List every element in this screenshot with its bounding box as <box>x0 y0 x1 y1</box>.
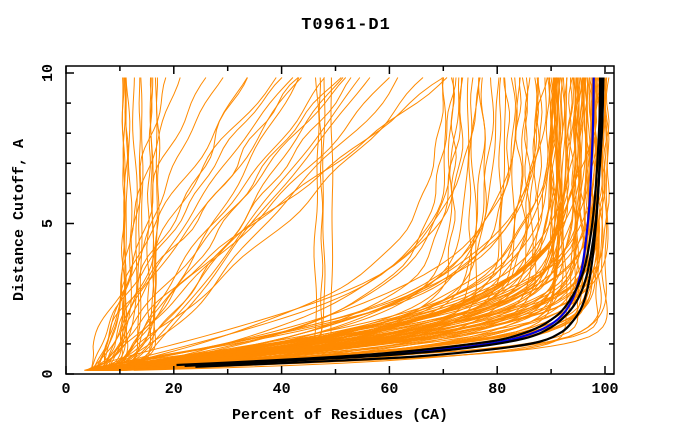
y-axis-label: Distance Cutoff, A <box>11 139 28 301</box>
model-curve <box>99 77 390 371</box>
model-curve <box>107 77 445 371</box>
model-curve <box>97 77 521 371</box>
model-curve <box>110 77 587 371</box>
model-curve <box>123 77 334 371</box>
x-tick-label: 20 <box>165 381 183 398</box>
model-curve <box>105 77 144 371</box>
model-curve <box>93 77 599 371</box>
y-tick-labels: 0 5 10 <box>40 64 57 379</box>
model-curve <box>97 77 585 371</box>
model-curve <box>111 77 481 371</box>
model-curve <box>101 77 155 371</box>
model-curve <box>119 77 342 371</box>
x-tick-label: 80 <box>488 381 506 398</box>
x-axis-label: Percent of Residues (CA) <box>232 407 448 424</box>
x-tick-label: 0 <box>61 381 70 398</box>
model-curve <box>116 77 444 371</box>
model-curve <box>99 77 608 371</box>
y-tick-label: 0 <box>40 369 57 378</box>
model-curve <box>112 77 424 371</box>
model-curve <box>100 77 568 371</box>
model-curve <box>91 77 138 371</box>
best-model-curve <box>195 77 603 368</box>
model-curve <box>90 77 207 371</box>
model-curve <box>112 77 320 371</box>
best-model-curve <box>176 77 602 367</box>
model-curve <box>84 77 511 371</box>
model-curve <box>86 77 464 371</box>
model-curve <box>91 77 283 371</box>
model-curve <box>93 77 610 371</box>
model-curve <box>93 77 554 371</box>
model-curve <box>95 77 167 371</box>
chart-title: T0961-D1 <box>301 16 391 35</box>
model-curve <box>98 77 584 371</box>
model-curve <box>129 77 325 371</box>
model-curve <box>101 77 277 371</box>
model-curve <box>100 77 126 371</box>
model-curve <box>86 77 595 371</box>
model-curve <box>117 77 248 371</box>
model-curve <box>112 77 590 371</box>
model-curve <box>133 77 608 371</box>
model-curve <box>99 77 554 371</box>
x-tick-labels: 0 20 40 60 80 100 <box>61 381 618 398</box>
model-curves-group <box>84 77 610 371</box>
y-tick-label: 5 <box>40 219 57 228</box>
model-curve <box>102 77 181 371</box>
y-tick-label: 10 <box>40 64 57 82</box>
model-curve <box>94 77 595 371</box>
model-curve <box>107 77 347 371</box>
x-tick-label: 60 <box>380 381 398 398</box>
model-curve <box>96 77 161 371</box>
model-curve <box>104 77 294 371</box>
x-tick-label: 100 <box>591 381 618 398</box>
model-curve <box>97 77 579 371</box>
model-curve <box>97 77 248 371</box>
model-curve <box>118 77 352 371</box>
best-model-curves-black <box>176 77 605 368</box>
model-curve <box>86 77 600 371</box>
plot-frame <box>65 65 615 375</box>
model-curve <box>93 77 299 371</box>
model-curve <box>98 77 460 371</box>
model-curve <box>92 77 129 371</box>
model-curve <box>108 77 561 371</box>
model-curve <box>129 77 371 371</box>
axis-ticks <box>65 66 614 375</box>
model-curve <box>107 77 455 371</box>
model-curve <box>99 77 568 371</box>
model-curve <box>109 77 583 371</box>
x-tick-label: 40 <box>273 381 291 398</box>
